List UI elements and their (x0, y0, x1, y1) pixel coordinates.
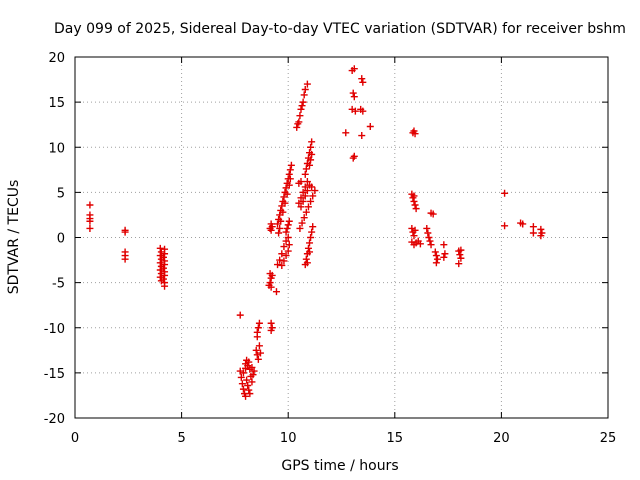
y-tick-label: 15 (48, 96, 65, 111)
y-tick-label: 10 (48, 141, 65, 156)
x-tick-label: 5 (177, 431, 185, 446)
y-tick-label: -20 (44, 412, 65, 427)
y-tick-label: 5 (57, 186, 65, 201)
sdtvar-chart: Day 099 of 2025, Sidereal Day-to-day VTE… (0, 0, 640, 480)
y-axis-label: SDTVAR / TECUs (6, 180, 22, 295)
y-tick-label: -10 (44, 322, 65, 337)
x-tick-label: 0 (71, 431, 79, 446)
y-tick-label: -15 (44, 367, 65, 382)
x-tick-label: 20 (493, 431, 510, 446)
y-tick-label: -5 (52, 277, 65, 292)
y-tick-label: 0 (57, 232, 65, 247)
x-tick-label: 15 (387, 431, 404, 446)
x-tick-label: 10 (280, 431, 297, 446)
chart-title: Day 099 of 2025, Sidereal Day-to-day VTE… (54, 21, 626, 37)
y-tick-label: 20 (48, 51, 65, 66)
x-axis-label: GPS time / hours (281, 458, 398, 474)
chart-background (0, 0, 640, 480)
x-tick-label: 25 (600, 431, 617, 446)
